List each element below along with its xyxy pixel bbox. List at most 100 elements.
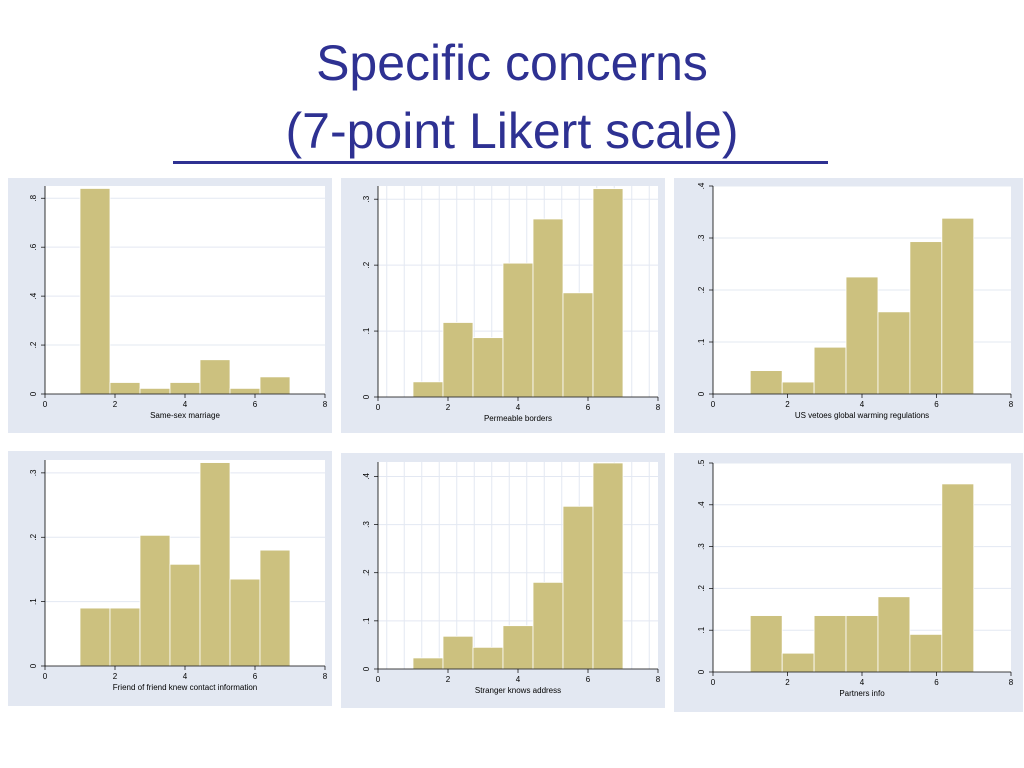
histogram-panel-partners-info: 0 .1 .2 .3 .4 .5 0 2 4 6 8 Partners info (674, 453, 1023, 712)
histogram-partners-info: 0 .1 .2 .3 .4 .5 0 2 4 6 8 Partners info (697, 459, 1014, 698)
histogram-panel-permeable-borders: 0 .1 .2 .3 0 2 4 6 8 Permeable borders (341, 178, 665, 433)
histogram-bar (259, 549, 291, 667)
x-tick-label: 8 (323, 672, 328, 681)
y-tick-label: .4 (362, 473, 371, 480)
histogram-bar (199, 462, 231, 667)
histogram-panel-friend-of-friend: 0 .1 .2 .3 0 2 4 6 8 Friend of friend knew contac… (8, 451, 332, 706)
histogram-bar (562, 505, 594, 670)
histogram-bar (532, 581, 564, 670)
x-tick-label: 4 (860, 400, 865, 409)
histogram-bar (442, 322, 474, 398)
histogram-bar (502, 262, 534, 398)
x-tick-label: 6 (253, 400, 258, 409)
slide-title-line2: (7-point Likert scale) (285, 103, 739, 159)
x-tick-label: 0 (43, 672, 48, 681)
x-axis-title: Stranger knows address (475, 686, 561, 695)
histogram-bar (845, 615, 879, 673)
histogram-bar (229, 578, 261, 667)
histogram-bar (877, 596, 911, 673)
histogram-bar (781, 652, 815, 673)
histogram-bar (139, 387, 171, 395)
y-tick-label: .3 (697, 543, 706, 550)
histogram-bar (909, 633, 943, 673)
y-tick-label: 0 (362, 394, 371, 399)
x-tick-label: 0 (711, 678, 716, 687)
x-tick-label: 4 (183, 400, 188, 409)
x-tick-label: 6 (934, 400, 939, 409)
histogram-bar (749, 370, 783, 395)
y-tick-label: .4 (697, 501, 706, 508)
histogram-us-vetoes: 0 .1 .2 .3 .4 0 2 4 6 8 US vetoes global warming r… (697, 182, 1014, 420)
histogram-panel-same-sex-marriage: 0 .2 .4 .6 .8 0 2 4 6 8 Same-sex marriage (8, 178, 332, 433)
y-tick-label: .2 (697, 585, 706, 592)
histogram-permeable-borders: 0 .1 .2 .3 0 2 4 6 8 Permeable borders (362, 186, 661, 423)
x-tick-label: 6 (586, 403, 591, 412)
histogram-bar (941, 217, 975, 395)
histogram-bar (169, 563, 201, 667)
histogram-bar (109, 607, 141, 667)
histogram-bar (532, 218, 564, 398)
histogram-bar (169, 382, 201, 395)
x-tick-label: 2 (785, 400, 790, 409)
x-tick-label: 6 (586, 675, 591, 684)
x-tick-label: 6 (253, 672, 258, 681)
histogram-bar (199, 359, 231, 395)
slide-title-line1: Specific concerns (316, 35, 708, 91)
x-tick-label: 2 (113, 672, 118, 681)
y-tick-label: .1 (697, 626, 706, 633)
x-tick-label: 0 (43, 400, 48, 409)
x-tick-label: 8 (1009, 400, 1014, 409)
histogram-bar (845, 276, 879, 395)
histogram-same-sex-marriage: 0 .2 .4 .6 .8 0 2 4 6 8 Same-sex marriage (29, 186, 328, 420)
x-tick-label: 0 (711, 400, 716, 409)
histogram-panel-stranger-knows-address: 0 .1 .2 .3 .4 0 2 4 6 8 Stranger knows address (341, 453, 665, 708)
y-tick-label: 0 (29, 663, 38, 668)
x-tick-label: 2 (785, 678, 790, 687)
x-axis-title: US vetoes global warming regulations (795, 411, 929, 420)
histogram-bar (412, 657, 444, 670)
y-tick-label: .2 (29, 533, 38, 540)
y-tick-label: .8 (29, 194, 38, 201)
x-axis-title: Permeable borders (484, 414, 552, 423)
y-tick-label: .1 (697, 338, 706, 345)
y-tick-label: .3 (697, 234, 706, 241)
x-axis-title: Same-sex marriage (150, 411, 220, 420)
y-tick-label: 0 (362, 666, 371, 671)
y-tick-label: .5 (697, 459, 706, 466)
title-underline (173, 161, 828, 164)
x-tick-label: 4 (516, 403, 521, 412)
histogram-bar (412, 381, 444, 398)
x-tick-label: 4 (183, 672, 188, 681)
y-tick-label: .1 (362, 617, 371, 624)
y-tick-label: .4 (697, 182, 706, 189)
x-tick-label: 8 (656, 403, 661, 412)
y-tick-label: 0 (29, 391, 38, 396)
histogram-bar (749, 615, 783, 673)
x-tick-label: 2 (113, 400, 118, 409)
histogram-bar (592, 188, 624, 398)
x-tick-label: 8 (323, 400, 328, 409)
y-tick-label: 0 (697, 669, 706, 674)
histogram-bar (472, 337, 504, 398)
histogram-bar (813, 615, 847, 673)
y-tick-label: .3 (362, 195, 371, 202)
histogram-bar (781, 381, 815, 395)
histogram-panel-us-vetoes: 0 .1 .2 .3 .4 0 2 4 6 8 US vetoes global warming r… (674, 178, 1023, 433)
x-tick-label: 4 (860, 678, 865, 687)
y-tick-label: .6 (29, 243, 38, 250)
y-tick-label: .3 (29, 469, 38, 476)
histogram-bar (813, 346, 847, 395)
histogram-bar (79, 188, 111, 395)
y-tick-label: .2 (697, 286, 706, 293)
histogram-bar (79, 607, 111, 667)
histogram-bar (941, 483, 975, 673)
x-tick-label: 0 (376, 403, 381, 412)
histogram-bar (229, 387, 261, 395)
histogram-stranger-knows-address: 0 .1 .2 .3 .4 0 2 4 6 8 Stranger knows address (362, 462, 661, 695)
y-tick-label: .3 (362, 521, 371, 528)
histogram-bar (562, 292, 594, 398)
x-tick-label: 2 (446, 675, 451, 684)
y-tick-label: .4 (29, 292, 38, 299)
y-tick-label: .1 (362, 327, 371, 334)
y-tick-label: .2 (362, 569, 371, 576)
